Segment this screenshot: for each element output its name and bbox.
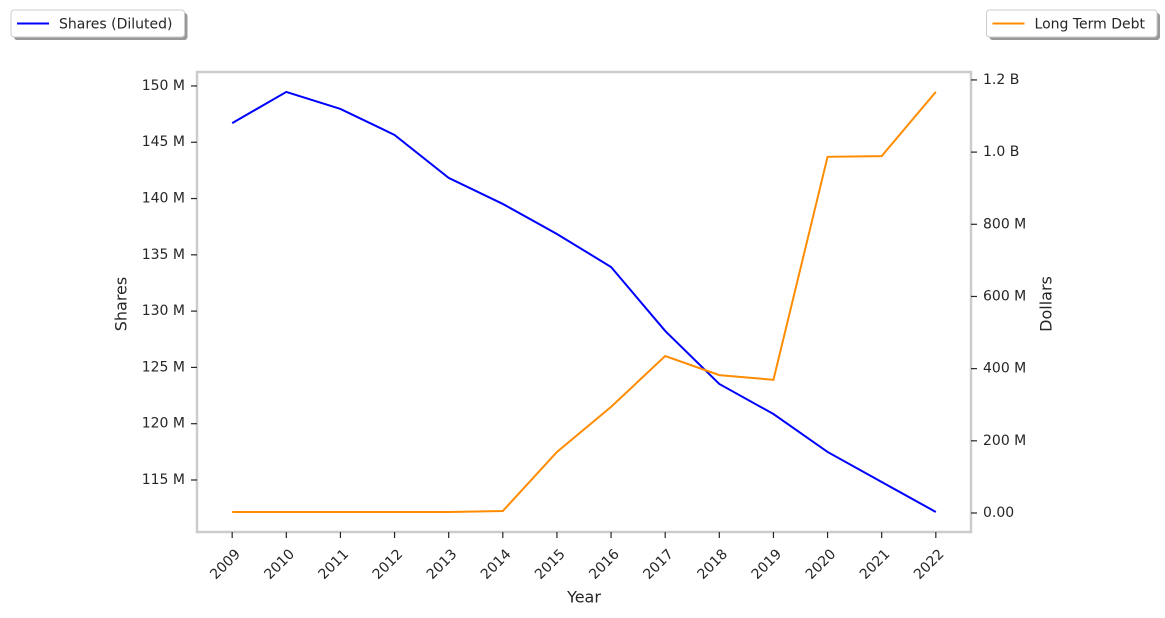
y-tick-label: 115 M [142,472,185,488]
x-tick-label: 2012 [370,546,407,583]
y2-tick-label: 600 M [983,288,1026,304]
x-tick-label: 2009 [207,546,244,583]
plot-frame [195,70,973,534]
x-tick-label: 2019 [749,546,786,583]
y2-tick-label: 0.00 [983,505,1014,521]
x-tick-label: 2016 [586,546,623,583]
x-tick-label: 2018 [694,546,731,583]
legend-label: Long Term Debt [1035,17,1146,33]
x-tick-label: 2022 [911,546,948,583]
y-tick-label: 125 M [142,359,185,375]
x-axis-title: Year [566,588,601,607]
y-tick-label: 130 M [142,303,185,319]
x-tick-label: 2020 [803,546,840,583]
legend-box [10,9,185,38]
y-tick-label: 150 M [142,78,185,94]
y2-tick-label: 1.0 B [983,144,1019,160]
x-tick-label: 2021 [857,546,894,583]
x-tick-label: 2010 [261,546,298,583]
x-tick-label: 2017 [640,546,677,583]
y2-tick-label: 1.2 B [983,72,1019,88]
line-series [232,91,937,513]
x-tick-label: 2011 [316,546,353,583]
y2-tick-label: 200 M [983,433,1026,449]
x-tick-label: 2014 [478,546,515,583]
y-tick-label: 140 M [142,191,185,207]
y2-tick-label: 400 M [983,361,1026,377]
x-tick-label: 2015 [532,546,569,583]
y-tick-label: 135 M [142,247,185,263]
y2-tick-label: 800 M [983,216,1026,232]
legend-label: Shares (Diluted) [59,17,173,33]
y-tick-label: 145 M [142,134,185,150]
line-series [231,90,937,513]
y2-axis-title: Dollars [1037,276,1056,332]
x-tick-label: 2013 [424,546,461,583]
y-axis-title: Shares [112,277,131,332]
legend-box [986,9,1158,38]
y-tick-label: 120 M [142,416,185,432]
